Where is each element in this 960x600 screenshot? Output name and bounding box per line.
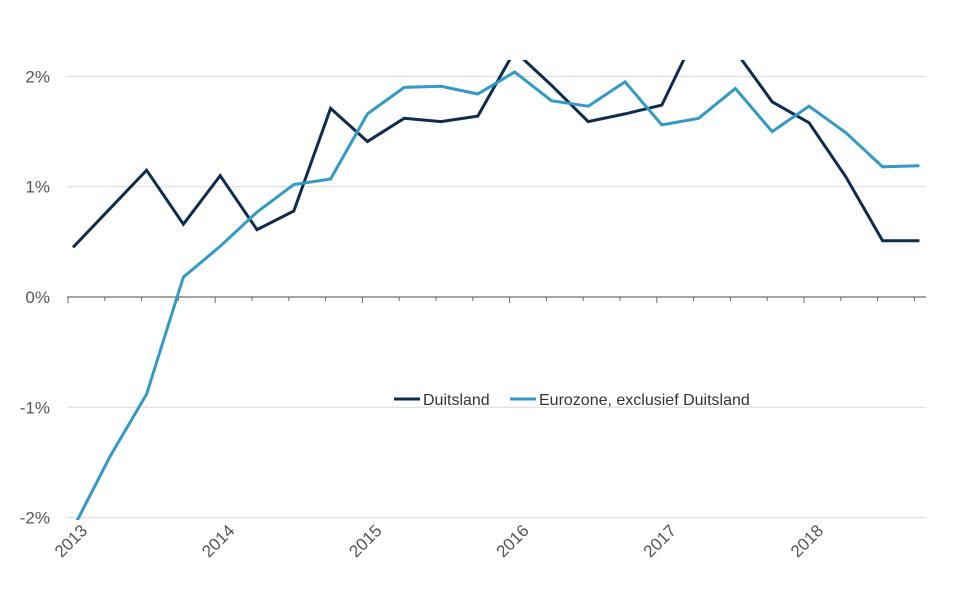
x-axis [67,296,926,303]
y-tick-label: 2% [25,67,50,86]
y-tick-label: -1% [20,398,50,417]
x-tick-label: 2016 [493,521,533,561]
x-tick-label: 2014 [198,521,238,561]
legend-label: Duitsland [423,392,490,409]
y-tick-label: -2% [20,509,50,528]
data-series [71,60,920,520]
x-tick-label: 2013 [51,521,91,561]
x-tick-label: 2018 [787,521,827,561]
x-axis-tick-labels: 2013 2014 2015 2016 2017 2018 [51,521,827,561]
legend: Duitsland Eurozone, exclusief Duitsland [394,392,750,409]
series-line-eurozone-ex-duitsland [75,70,920,520]
y-tick-label: 1% [25,178,50,197]
series-line-duitsland [71,60,920,249]
x-tick-label: 2017 [640,521,680,561]
y-axis-tick-labels: 2% 1% 0% -1% -2% [20,67,50,527]
x-tick-label: 2015 [345,521,385,561]
y-tick-label: 0% [25,288,50,307]
legend-label: Eurozone, exclusief Duitsland [539,392,750,409]
